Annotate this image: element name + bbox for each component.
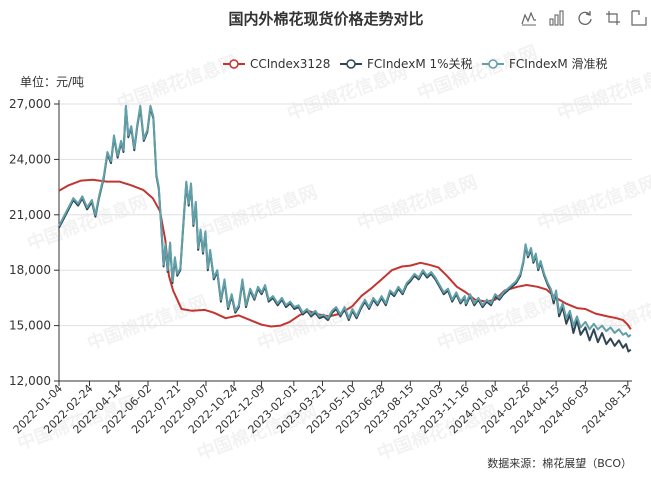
data-view-icon[interactable] (605, 10, 621, 26)
y-tick-label: 15,000 (9, 319, 51, 333)
y-axis-ticks: 12,000 15,000 18,000 21,000 24,000 27,000 (9, 97, 59, 388)
chart-legend: CCIndex3128 FCIndexM 1%关税 FCIndexM 滑准税 (223, 57, 608, 71)
watermark-text: 中国棉花信息网 (414, 41, 540, 105)
legend-label: CCIndex3128 (250, 57, 330, 71)
chart-toolbar (521, 10, 647, 26)
series-layer (58, 104, 632, 353)
watermark-text: 中国棉花信息网 (254, 291, 380, 355)
legend-marker-icon (346, 59, 356, 69)
data-source: 数据来源：棉花展望（BCO） (487, 456, 632, 470)
watermark-text: 中国棉花信息网 (354, 171, 480, 235)
watermark-text: 中国棉花信息网 (24, 191, 150, 255)
legend-label: FCIndexM 滑准税 (509, 57, 608, 71)
legend-label: FCIndexM 1%关税 (367, 57, 473, 71)
legend-marker-icon (229, 59, 239, 69)
y-tick-label: 27,000 (9, 97, 51, 111)
legend-item[interactable]: FCIndexM 滑准税 (482, 57, 608, 71)
watermark-text: 中国棉花信息网 (534, 171, 651, 235)
grid-lines (59, 103, 632, 327)
bar-chart-icon[interactable] (549, 10, 565, 26)
y-tick-label: 24,000 (9, 152, 51, 166)
refresh-icon[interactable] (577, 10, 593, 26)
save-image-icon[interactable] (631, 10, 647, 26)
series-line (58, 104, 632, 338)
chart-title: 国内外棉花现货价格走势对比 (228, 10, 423, 28)
series-line (58, 178, 632, 330)
watermark-text: 中国棉花信息网 (114, 51, 240, 115)
line-chart-icon[interactable] (521, 10, 537, 26)
x-axis-ticks: 2022-01-042022-02-242022-04-142022-06-02… (11, 381, 634, 436)
axes (58, 100, 632, 382)
y-tick-label: 12,000 (9, 374, 51, 388)
legend-item[interactable]: FCIndexM 1%关税 (340, 57, 473, 71)
watermark-text: 中国棉花信息网 (194, 181, 320, 245)
legend-marker-icon (488, 59, 498, 69)
legend-item[interactable]: CCIndex3128 (223, 57, 330, 71)
y-axis-label: 单位：元/吨 (20, 74, 84, 89)
watermark-text: 中国棉花信息网 (84, 291, 210, 355)
y-tick-label: 18,000 (9, 263, 51, 277)
y-tick-label: 21,000 (9, 208, 51, 222)
